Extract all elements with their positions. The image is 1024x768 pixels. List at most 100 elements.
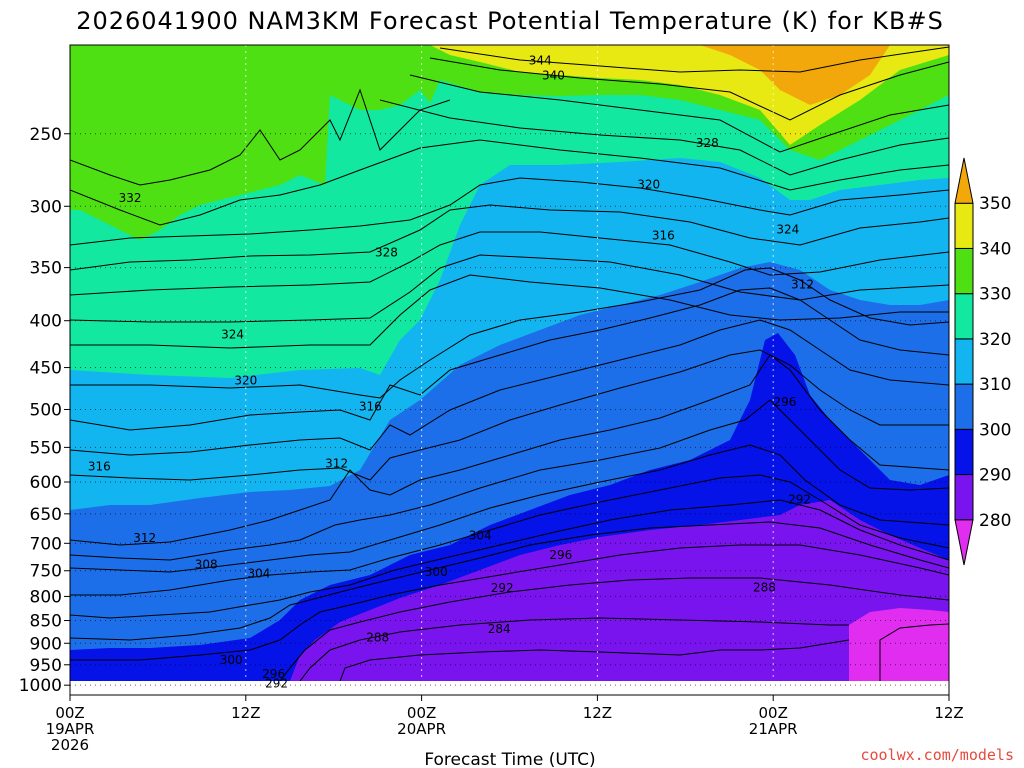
contour-label-text: 344 — [529, 54, 552, 68]
plot-area — [70, 45, 949, 695]
y-tick-label: 550 — [30, 438, 62, 458]
colorbar-label: 300 — [979, 420, 1011, 440]
contour-line — [409, 74, 949, 153]
contour-line — [70, 544, 949, 661]
contour-line — [70, 521, 949, 641]
colorbar-swatch — [954, 474, 974, 521]
colorbar: 280 290 300 310 320 330 340 350 — [954, 157, 1011, 566]
contour-label: 324 — [776, 222, 799, 236]
x-tick-label: 12Z — [231, 704, 260, 722]
contour-line — [70, 267, 949, 399]
contour-line — [70, 177, 949, 246]
contour-line — [70, 474, 949, 596]
contour-label-text: 312 — [133, 531, 156, 545]
contour-line — [70, 274, 949, 349]
contour-label: 316 — [88, 459, 111, 473]
colorbar-label: 320 — [979, 330, 1011, 350]
colorbar-label: 330 — [979, 285, 1011, 305]
contour-line — [429, 57, 949, 121]
contour-label-text: 312 — [325, 457, 348, 471]
colorbar-swatch — [954, 293, 974, 340]
y-tick-label: 650 — [30, 505, 62, 525]
contour-line — [70, 88, 451, 186]
contour-line — [879, 623, 949, 681]
contour-label-text: 288 — [366, 630, 389, 644]
colorbar-label: 350 — [979, 194, 1011, 214]
x-tick-label: 12Z — [934, 704, 963, 722]
colorbar-swatch — [954, 428, 974, 476]
contour-label: 300 — [425, 565, 448, 579]
colorbar-swatch — [954, 338, 974, 385]
y-tick-label: 750 — [30, 562, 62, 582]
contour-label-text: 292 — [788, 492, 811, 506]
contour-label-text: 328 — [375, 246, 398, 260]
contour-line — [279, 577, 949, 681]
y-tick-label: 800 — [30, 587, 62, 607]
plot-frame — [69, 44, 950, 696]
contour-label-text: 304 — [248, 566, 271, 580]
contour-label: 288 — [753, 580, 776, 594]
contour-label: 308 — [195, 557, 218, 571]
contour-label: 316 — [652, 229, 675, 243]
contour-label: 312 — [791, 277, 814, 291]
contour-line — [70, 139, 949, 226]
watermark: coolwx.com/models — [860, 746, 1014, 764]
contour-line — [70, 204, 949, 271]
contour-line — [70, 349, 949, 481]
contour-line — [70, 399, 949, 561]
x-tick-label: 20APR — [397, 720, 446, 738]
contour-label: 320 — [637, 177, 660, 191]
contour-label-text: 328 — [696, 136, 719, 150]
y-tick-label: 600 — [30, 473, 62, 493]
theta-band-above-350 — [700, 45, 890, 105]
contour-label-text: 300 — [220, 653, 243, 667]
contour-label: 292 — [788, 492, 811, 506]
contour-label-text: 304 — [469, 528, 492, 542]
y-tick-label: 450 — [30, 359, 62, 379]
contour-line — [299, 617, 849, 681]
contour-line — [339, 639, 850, 681]
contour-label: 316 — [359, 399, 382, 413]
x-axis-label: Forecast Time (UTC) — [424, 750, 595, 768]
contour-label-text: 308 — [195, 557, 218, 571]
contour-label-text: 292 — [491, 581, 514, 595]
colorbar-arrow-bottom — [954, 519, 974, 566]
colorbar-arrow-top — [954, 157, 974, 204]
contour-label: 300 — [220, 653, 243, 667]
x-tick-label: 2026 — [51, 736, 89, 754]
contour-label-text: 292 — [265, 677, 288, 691]
ground-band — [70, 681, 949, 695]
contour-label: 344 — [529, 54, 552, 68]
contour-line — [70, 231, 949, 296]
y-tick-label: 400 — [30, 312, 62, 332]
contour-label-text: 296 — [262, 667, 285, 681]
y-axis: 2503003504004505005506006507007508008509… — [19, 125, 70, 696]
contour-label-text: 316 — [88, 459, 111, 473]
contour-line — [70, 499, 949, 619]
chart-title: 2026041900 NAM3KM Forecast Potential Tem… — [76, 7, 944, 35]
contour-label-text: 288 — [753, 580, 776, 594]
colorbar-label: 340 — [979, 239, 1011, 259]
x-tick-label: 00Z — [759, 704, 788, 722]
contour-label-text: 316 — [359, 399, 382, 413]
contour-label: 304 — [469, 528, 492, 542]
contour-label-text: 320 — [234, 374, 257, 388]
contour-label-text: 312 — [791, 277, 814, 291]
x-tick-label: 00Z — [407, 704, 436, 722]
colorbar-label: 280 — [979, 511, 1011, 531]
contour-line — [70, 254, 949, 323]
contour-label: 332 — [119, 191, 142, 205]
contour-label-text: 284 — [488, 622, 511, 636]
contour-label: 296 — [549, 548, 572, 562]
contour-label: 304 — [248, 566, 271, 580]
y-tick-label: 350 — [30, 259, 62, 279]
contour-label-text: 324 — [221, 327, 244, 341]
y-tick-label: 300 — [30, 197, 62, 217]
contour-label-text: 340 — [542, 69, 565, 83]
contour-label: 296 — [773, 395, 796, 409]
y-tick-label: 250 — [30, 125, 62, 145]
grid-lines — [70, 45, 949, 695]
theta-band-below-280 — [849, 608, 949, 681]
